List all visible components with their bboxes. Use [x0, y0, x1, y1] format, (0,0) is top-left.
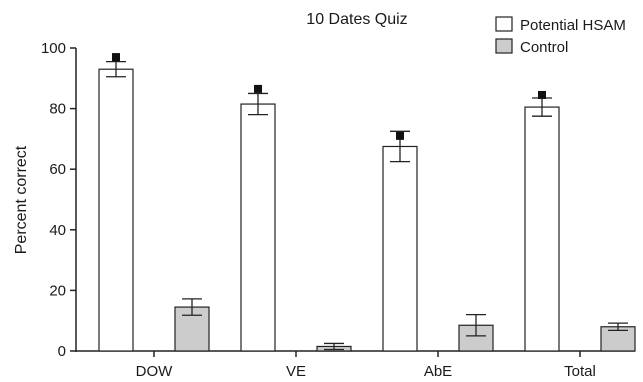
- x-tick-label: Total: [564, 363, 596, 380]
- significance-marker: [254, 84, 262, 93]
- legend-label-potential-hsam: Potential HSAM: [520, 17, 626, 34]
- significance-marker: [112, 53, 120, 62]
- y-axis-title: Percent correct: [13, 145, 30, 254]
- legend: Potential HSAM Control: [495, 16, 626, 56]
- y-tick-label: 20: [49, 282, 66, 299]
- x-tick-label: DOW: [136, 363, 174, 380]
- y-tick-label: 0: [58, 343, 66, 360]
- significance-marker: [396, 131, 404, 140]
- x-tick-label: AbE: [424, 363, 452, 380]
- y-tick-label: 40: [49, 222, 66, 239]
- y-tick-label: 80: [49, 101, 66, 118]
- legend-swatch-control: [495, 38, 513, 54]
- y-tick-label: 100: [41, 40, 66, 57]
- bar-potential-hsam: [98, 68, 134, 352]
- bars: [98, 53, 636, 352]
- bar-potential-hsam: [524, 106, 560, 352]
- bar-potential-hsam: [382, 145, 418, 352]
- labels: 0 20 40 60 80 100 DOW VE AbE Total: [41, 40, 596, 380]
- y-tick-label: 60: [49, 161, 66, 178]
- chart-title: 10 Dates Quiz: [306, 11, 407, 28]
- legend-swatch-potential-hsam: [495, 16, 513, 32]
- x-tick-label: VE: [286, 363, 306, 380]
- bar-potential-hsam: [240, 103, 276, 352]
- legend-label-control: Control: [520, 39, 568, 56]
- significance-marker: [538, 90, 546, 99]
